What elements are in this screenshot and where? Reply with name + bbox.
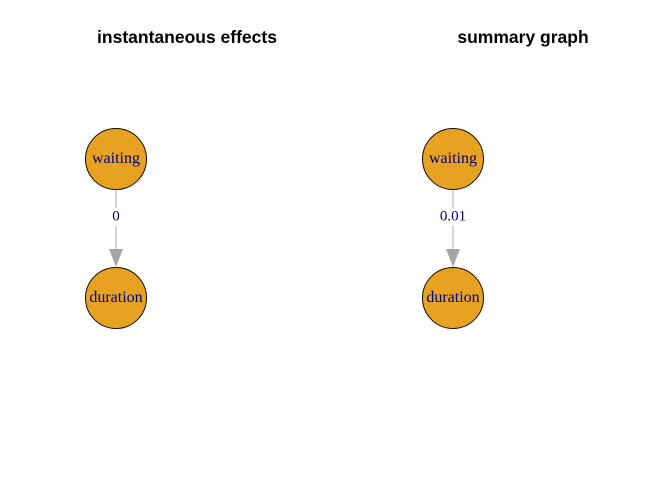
node-duration-label: duration (89, 289, 143, 306)
node-duration-label: duration (426, 289, 480, 306)
node-waiting-label: waiting (92, 150, 140, 167)
node-duration: duration (422, 267, 484, 329)
node-waiting: waiting (422, 128, 484, 190)
arrowhead-icon (109, 249, 123, 267)
edge-weight-label: 0 (109, 208, 123, 226)
node-waiting: waiting (85, 128, 147, 190)
graph-title: instantaneous effects (97, 27, 277, 47)
graph-title: summary graph (457, 27, 589, 47)
node-waiting-label: waiting (429, 150, 477, 167)
arrowhead-icon (446, 249, 460, 267)
edge-weight-label: 0.01 (436, 208, 470, 226)
node-duration: duration (85, 267, 147, 329)
